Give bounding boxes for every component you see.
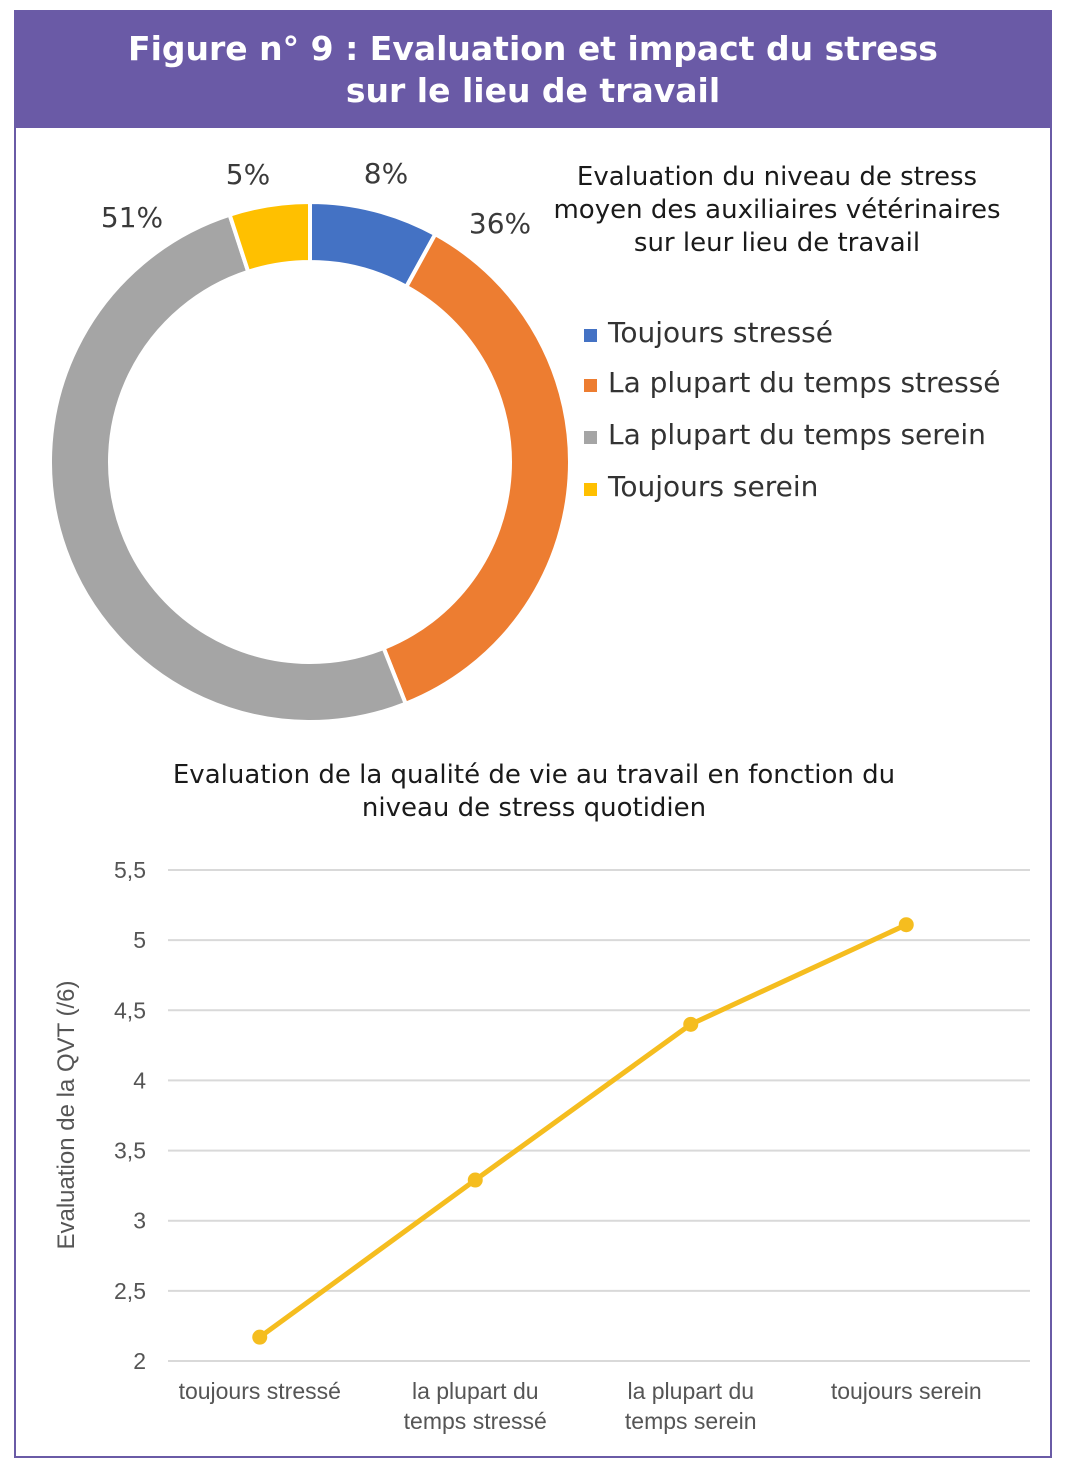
line-chart-series xyxy=(252,917,914,1345)
donut-slice-label-4: 5% xyxy=(226,158,270,191)
x-category-label-3: la plupart du temps serein xyxy=(625,1378,757,1434)
line-title-line-1: Evaluation de la qualité de vie au trava… xyxy=(173,760,895,790)
legend-label-3: La plupart du temps serein xyxy=(608,418,986,451)
line-series-path xyxy=(258,922,908,1340)
legend-swatch-1 xyxy=(584,329,597,342)
legend-swatch-2 xyxy=(584,379,597,392)
y-tick-label-1: 2 xyxy=(133,1348,146,1374)
line-point-3 xyxy=(683,1016,699,1032)
x-category-label-1: toujours stressé xyxy=(179,1378,341,1404)
donut-slice-2 xyxy=(381,231,572,707)
y-tick-label-8: 5,5 xyxy=(114,857,146,883)
legend-swatch-3 xyxy=(584,431,597,444)
donut-slice-label-1: 8% xyxy=(364,157,408,190)
y-tick-label-5: 4 xyxy=(133,1067,146,1093)
line-chart-y-axis-label: Evaluation de la QVT (/6) xyxy=(53,980,80,1249)
line-point-4 xyxy=(898,917,914,933)
figure-header: Figure n° 9 : Evaluation et impact du st… xyxy=(16,12,1050,128)
line-chart-title: Evaluation de la qualité de vie au trava… xyxy=(173,760,895,823)
y-tick-label-2: 2,5 xyxy=(114,1278,146,1304)
donut-legend: Toujours stressé La plupart du temps stre… xyxy=(584,316,1001,503)
line-chart-x-categories: toujours stressé la plupart du temps stres… xyxy=(179,1378,982,1434)
donut-slice-label-3: 51% xyxy=(101,201,163,234)
figure-title-line1: Figure n° 9 : Evaluation et impact du st… xyxy=(128,29,938,68)
donut-title-line-2: moyen des auxiliaires vétérinaires xyxy=(553,195,1000,225)
line-point-1 xyxy=(252,1329,268,1345)
donut-title-line-1: Evaluation du niveau de stress xyxy=(577,162,977,192)
x-category-label-2: la plupart du temps stressé xyxy=(404,1378,547,1434)
legend-label-4: Toujours serein xyxy=(607,470,818,503)
line-chart-y-ticks: 2 2,5 3 3,5 4 4,5 5 5,5 xyxy=(114,857,146,1374)
donut-slice-4 xyxy=(227,199,312,275)
donut-chart: 8% 36% 51% 5% xyxy=(48,157,572,724)
line-chart-grid xyxy=(168,869,1030,1362)
y-tick-label-6: 4,5 xyxy=(114,997,146,1023)
figure-title-line2: sur le lieu de travail xyxy=(345,71,721,110)
legend-swatch-4 xyxy=(584,483,597,496)
y-tick-label-4: 3,5 xyxy=(114,1138,146,1164)
donut-slice-3 xyxy=(48,212,409,724)
y-tick-label-3: 3 xyxy=(133,1208,146,1234)
legend-label-1: Toujours stressé xyxy=(607,316,833,349)
line-title-line-2: niveau de stress quotidien xyxy=(362,793,706,823)
line-point-2 xyxy=(467,1172,483,1188)
y-tick-label-7: 5 xyxy=(133,927,146,953)
legend-label-2: La plupart du temps stressé xyxy=(608,366,1001,399)
donut-title-line-3: sur leur lieu de travail xyxy=(634,228,920,258)
x-category-label-4: toujours serein xyxy=(831,1378,982,1404)
donut-slice-label-2: 36% xyxy=(469,207,531,240)
